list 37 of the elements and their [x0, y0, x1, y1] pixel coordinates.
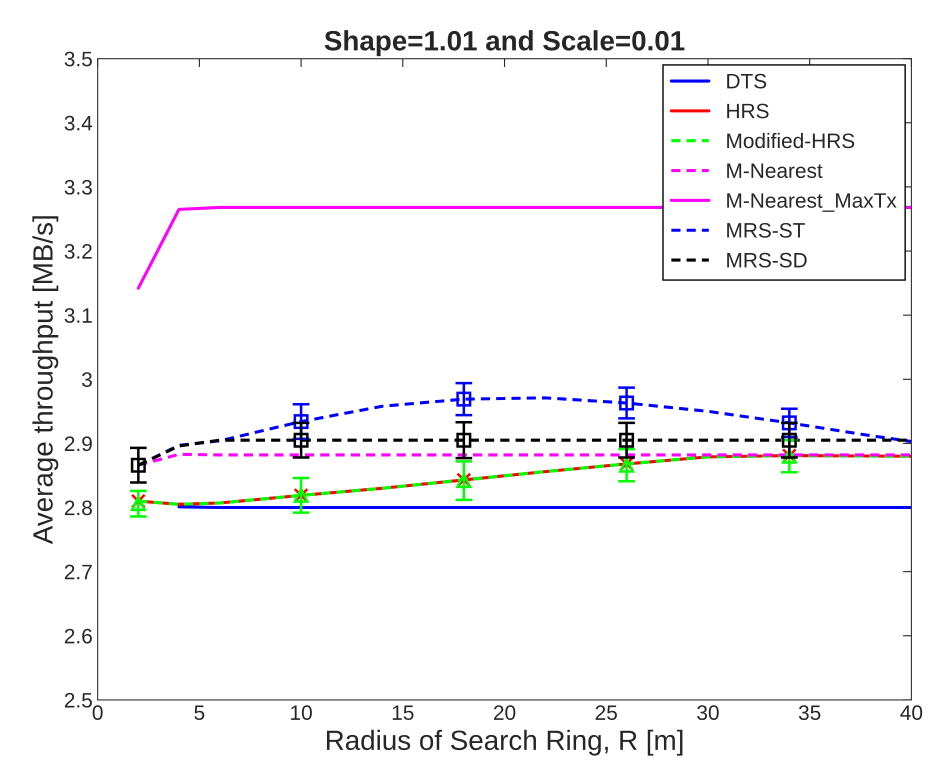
point: [619, 432, 634, 448]
legend-label: MRS-SD: [727, 252, 807, 268]
point: [130, 458, 146, 473]
legend-label: Modified-HRS: [727, 132, 854, 148]
y-tick-label: 2.5: [64, 692, 92, 708]
y-tick-label: 2.8: [64, 500, 92, 516]
y-tick-label: 3.2: [64, 244, 92, 259]
y-tick-label: 3: [82, 372, 92, 388]
x-tick-label: 25: [596, 705, 617, 720]
x-tick-label: 15: [392, 706, 414, 720]
x-tick-label: 35: [798, 705, 820, 720]
legend-label: M-Nearest_MaxTx: [727, 193, 897, 212]
legend-label: M-Nearest: [727, 164, 823, 178]
point: [782, 432, 797, 448]
y-tick-label: 2.9: [64, 436, 92, 452]
legend-label: MRS-ST: [727, 222, 805, 238]
y-tick-label: 3.1: [64, 308, 92, 323]
x-tick-label: 5: [194, 706, 204, 720]
point: [456, 392, 472, 407]
y-tick-label: 2.7: [64, 564, 92, 580]
y-tick-label: 3.5: [64, 52, 92, 66]
x-tick-label: 40: [900, 705, 922, 720]
x-tick-label: 10: [291, 705, 312, 720]
point: [294, 432, 309, 448]
y-tick-label: 3.3: [64, 180, 92, 195]
point: [456, 432, 472, 448]
x-tick-label: 0: [92, 705, 103, 720]
chart-title: Shape=1.01 and Scale=0.01: [324, 30, 684, 56]
y-axis-title: Average throughput [MB/s]: [32, 216, 58, 544]
x-tick-label: 20: [494, 705, 516, 720]
y-tick-label: 2.6: [64, 628, 92, 644]
legend-label: DTS: [727, 74, 766, 89]
legend-label: HRS: [727, 104, 769, 118]
x-tick-label: 30: [697, 705, 719, 720]
y-tick-label: 3.4: [64, 116, 92, 131]
point: [619, 395, 634, 410]
x-axis-title: Radius of Search Ring, R [m]: [326, 730, 682, 756]
